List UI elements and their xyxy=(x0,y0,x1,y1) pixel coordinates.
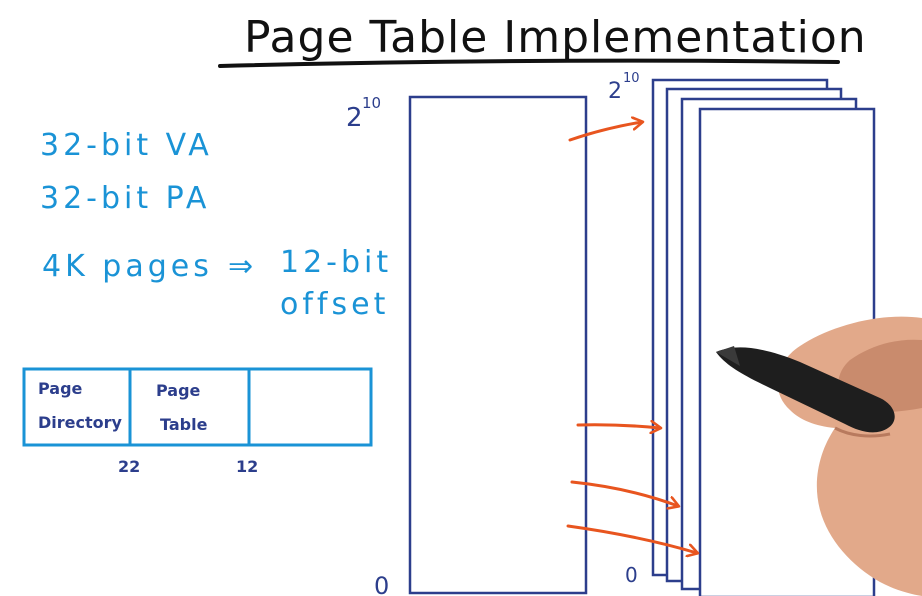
page-title: Page Table Implementation xyxy=(244,12,867,63)
inner-table-bottom-label: 0 xyxy=(625,563,638,587)
address-format-box: Page Directory Page Table 22 12 xyxy=(22,367,373,476)
note-page-size: 4K pages xyxy=(42,249,213,284)
note-virtual-address: 32-bit VA xyxy=(40,128,213,163)
inner-table-top-base: 2 xyxy=(608,79,622,104)
inner-page-tables-stack: 2 10 0 xyxy=(608,71,876,596)
outer-table-top-exponent: 10 xyxy=(362,94,381,112)
address-format-outline xyxy=(22,367,373,447)
pointer-arrow-2 xyxy=(576,425,660,428)
note-implies-arrow: ⇒ xyxy=(228,249,257,284)
outer-page-table: 2 10 0 xyxy=(346,94,588,596)
pointer-arrows xyxy=(566,122,697,553)
field-page-directory-line2: Directory xyxy=(38,413,123,432)
title-underline xyxy=(218,58,840,68)
pointer-arrow-1 xyxy=(568,122,642,142)
outer-table-top-base: 2 xyxy=(346,103,363,133)
hand-finger-crease xyxy=(834,426,891,438)
inner-table-top-exponent: 10 xyxy=(623,71,640,86)
bit-label-22: 22 xyxy=(118,457,140,476)
outer-table-bottom-label: 0 xyxy=(374,572,389,596)
pointer-arrow-4 xyxy=(566,524,697,553)
marker-body xyxy=(716,347,895,433)
bit-label-12: 12 xyxy=(236,457,258,476)
note-offset-bits: 12-bit xyxy=(280,245,392,280)
hand-with-marker-image xyxy=(716,316,922,596)
field-page-directory-line1: Page xyxy=(38,379,83,398)
note-offset-word: offset xyxy=(280,287,389,322)
outer-table-rect xyxy=(408,95,588,595)
marker-tip xyxy=(716,346,740,366)
field-page-table-line1: Page xyxy=(156,381,201,400)
note-physical-address: 32-bit PA xyxy=(40,181,210,216)
pointer-arrow-3 xyxy=(570,480,678,506)
field-page-table-line2: Table xyxy=(160,415,208,434)
